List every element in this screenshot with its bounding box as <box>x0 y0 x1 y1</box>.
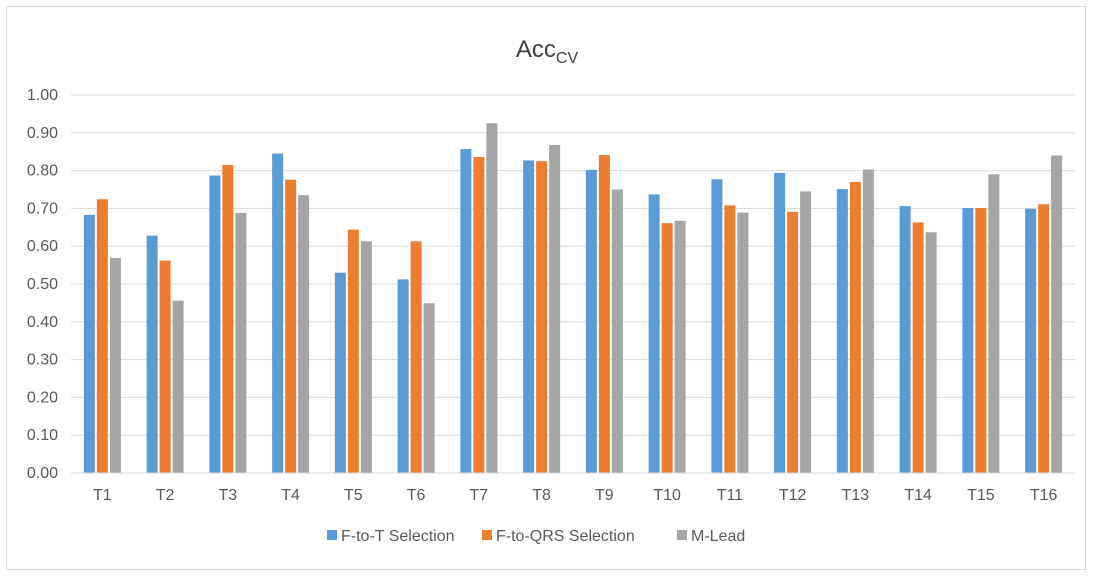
bar <box>549 144 561 473</box>
y-tick-label: 0.50 <box>27 276 58 293</box>
x-tick-label: T1 <box>93 487 112 504</box>
x-tick-label: T13 <box>842 487 870 504</box>
bar <box>159 260 171 473</box>
gridlines <box>71 94 1075 436</box>
x-tick-label: T12 <box>779 487 807 504</box>
chart-title: AccCV <box>516 36 579 67</box>
x-tick-label: T11 <box>717 487 743 504</box>
chart-title-main: Acc <box>516 36 556 63</box>
x-axis-tick-labels: T1 T2 T3 T4 T5 T6 T7 T8 T9 T10 T11 T12 T13 T14 T15 T16 <box>93 487 1057 504</box>
x-tick-label: T16 <box>1030 487 1058 504</box>
bar <box>410 241 422 473</box>
bar <box>523 160 535 474</box>
legend-label: M-Lead <box>691 528 745 545</box>
bar <box>146 235 158 473</box>
bar <box>96 199 108 473</box>
bar <box>925 232 937 473</box>
bar <box>661 223 673 473</box>
bar-chart: 0.00 0.10 0.20 0.30 0.40 0.50 0.60 0.70 0.80 0.90… <box>27 36 1075 545</box>
bar <box>787 211 799 473</box>
x-tick-label: T6 <box>407 487 426 504</box>
bar <box>172 300 184 473</box>
x-tick-label: T8 <box>532 487 551 504</box>
x-tick-label: T3 <box>219 487 238 504</box>
legend-label: F-to-QRS Selection <box>496 528 635 545</box>
bar <box>397 279 409 473</box>
bar <box>209 175 221 473</box>
y-tick-label: 0.00 <box>27 465 58 482</box>
chart-title-subscript: CV <box>556 50 579 67</box>
y-axis-tick-labels: 0.00 0.10 0.20 0.30 0.40 0.50 0.60 0.70 0.80 0.90… <box>27 87 58 482</box>
bar <box>83 214 95 474</box>
x-tick-label: T15 <box>967 487 995 504</box>
legend-label: F-to-T Selection <box>341 528 455 545</box>
bar <box>423 303 435 473</box>
x-tick-label: T10 <box>653 487 681 504</box>
x-tick-label: T9 <box>595 487 614 504</box>
bar <box>347 229 359 473</box>
y-tick-label: 0.40 <box>27 314 58 331</box>
bar <box>222 164 234 473</box>
bar <box>988 174 1000 473</box>
bar <box>334 272 346 473</box>
bar <box>737 212 749 474</box>
bar <box>862 169 874 473</box>
bar <box>598 155 610 474</box>
y-tick-label: 0.90 <box>27 125 58 142</box>
x-tick-label: T5 <box>344 487 363 504</box>
legend-swatch <box>482 530 492 540</box>
bar <box>1051 155 1063 474</box>
y-tick-label: 0.30 <box>27 352 58 369</box>
bar <box>711 179 723 473</box>
bar <box>460 149 472 473</box>
y-tick-label: 0.70 <box>27 200 58 217</box>
bar <box>473 156 485 473</box>
bar <box>536 161 548 473</box>
x-tick-label: T4 <box>281 487 300 504</box>
bar <box>774 172 786 474</box>
bar <box>899 206 911 473</box>
bar <box>836 189 848 473</box>
bar <box>611 189 623 473</box>
bar <box>285 179 297 473</box>
bar <box>800 191 812 473</box>
chart-area: 0.00 0.10 0.20 0.30 0.40 0.50 0.60 0.70 0.80 0.90… <box>6 6 1086 570</box>
legend: F-to-T Selection F-to-QRS Selection M-Lead <box>327 528 745 545</box>
x-tick-label: T7 <box>470 487 489 504</box>
y-tick-label: 0.60 <box>27 238 58 255</box>
y-tick-label: 0.80 <box>27 163 58 180</box>
bar <box>272 153 284 473</box>
bars <box>83 123 1063 474</box>
bar <box>962 208 974 473</box>
bar <box>849 181 861 473</box>
x-tick-label: T2 <box>156 487 175 504</box>
bar <box>648 194 660 473</box>
bar <box>486 123 498 473</box>
bar <box>585 169 597 473</box>
bar <box>109 257 121 473</box>
bar <box>298 195 310 474</box>
y-tick-label: 0.20 <box>27 389 58 406</box>
bar <box>912 222 924 473</box>
bar <box>360 241 372 473</box>
bar <box>975 208 987 473</box>
y-tick-label: 1.00 <box>27 87 58 104</box>
bar <box>1025 208 1037 473</box>
bar <box>724 205 736 473</box>
bar <box>1038 204 1050 473</box>
bar <box>235 212 247 473</box>
legend-swatch <box>677 530 687 540</box>
x-tick-label: T14 <box>904 487 932 504</box>
y-tick-label: 0.10 <box>27 427 58 444</box>
bar <box>674 220 686 473</box>
legend-swatch <box>327 530 337 540</box>
